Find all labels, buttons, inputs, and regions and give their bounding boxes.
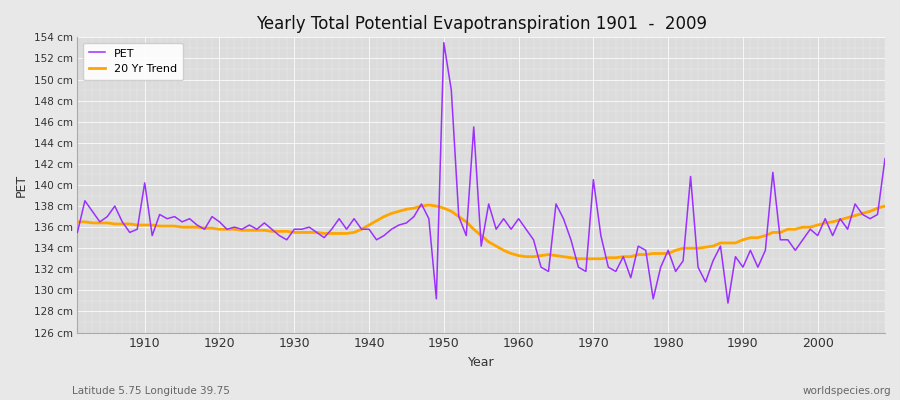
PET — [879, 156, 890, 161]
PET — [610, 269, 621, 274]
Text: worldspecies.org: worldspecies.org — [803, 386, 891, 396]
PET — [723, 301, 734, 306]
20 Yr Trend — [513, 253, 524, 258]
Y-axis label: PET: PET — [15, 173, 28, 196]
PET — [438, 40, 449, 45]
PET — [513, 216, 524, 221]
20 Yr Trend — [618, 254, 629, 259]
20 Yr Trend — [131, 223, 142, 228]
PET — [72, 230, 83, 235]
Title: Yearly Total Potential Evapotranspiration 1901  -  2009: Yearly Total Potential Evapotranspiratio… — [256, 15, 706, 33]
20 Yr Trend — [879, 204, 890, 208]
PET — [341, 227, 352, 232]
20 Yr Trend — [573, 256, 584, 261]
20 Yr Trend — [341, 231, 352, 236]
20 Yr Trend — [72, 220, 83, 224]
PET — [296, 227, 307, 232]
PET — [521, 227, 532, 232]
X-axis label: Year: Year — [468, 356, 494, 369]
Line: 20 Yr Trend: 20 Yr Trend — [77, 205, 885, 259]
20 Yr Trend — [424, 202, 435, 207]
Legend: PET, 20 Yr Trend: PET, 20 Yr Trend — [83, 43, 183, 80]
Line: PET: PET — [77, 43, 885, 303]
PET — [131, 227, 142, 232]
Text: Latitude 5.75 Longitude 39.75: Latitude 5.75 Longitude 39.75 — [72, 386, 230, 396]
20 Yr Trend — [521, 254, 532, 259]
20 Yr Trend — [296, 230, 307, 235]
